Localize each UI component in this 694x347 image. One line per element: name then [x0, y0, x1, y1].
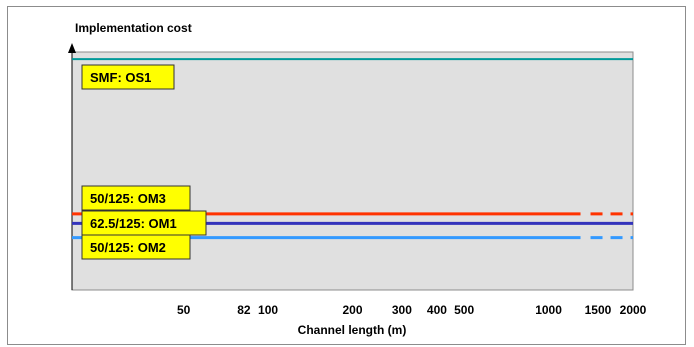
series-label-text-3: 50/125: OM2: [90, 240, 166, 255]
x-tick-label-7: 1000: [535, 303, 562, 317]
x-tick-label-3: 200: [342, 303, 362, 317]
series-label-text-0: SMF: OS1: [90, 70, 151, 85]
x-tick-label-5: 400: [427, 303, 447, 317]
series-label-box-0: [81, 64, 175, 90]
series-label-text-2: 62.5/125: OM1: [90, 216, 177, 231]
x-tick-label-2: 100: [258, 303, 278, 317]
series-label-box-3: [81, 234, 191, 260]
tick-layer: 50 82 100 200 300 400 500 1000 1500 2000: [177, 303, 647, 317]
series-label-3: 50/125: OM2: [81, 234, 191, 260]
series-label-0: SMF: OS1: [81, 64, 175, 90]
legend-labels: SMF: OS1 50/125: OM3 62.5/125: OM1 50/125: …: [81, 64, 207, 260]
series-label-text-1: 50/125: OM3: [90, 191, 166, 206]
x-axis-label: Channel length (m): [298, 323, 407, 337]
y-axis-arrow: [68, 43, 76, 53]
x-tick-label-4: 300: [392, 303, 412, 317]
x-tick-label-9: 2000: [620, 303, 647, 317]
x-tick-label-1: 82: [237, 303, 251, 317]
y-axis-label: Implementation cost: [75, 21, 192, 35]
series-label-1: 50/125: OM3: [81, 185, 191, 211]
series-label-box-1: [81, 185, 191, 211]
x-tick-label-8: 1500: [585, 303, 612, 317]
series-label-2: 62.5/125: OM1: [81, 210, 207, 236]
x-tick-label-0: 50: [177, 303, 191, 317]
x-tick-label-6: 500: [454, 303, 474, 317]
series-label-box-2: [81, 210, 207, 236]
